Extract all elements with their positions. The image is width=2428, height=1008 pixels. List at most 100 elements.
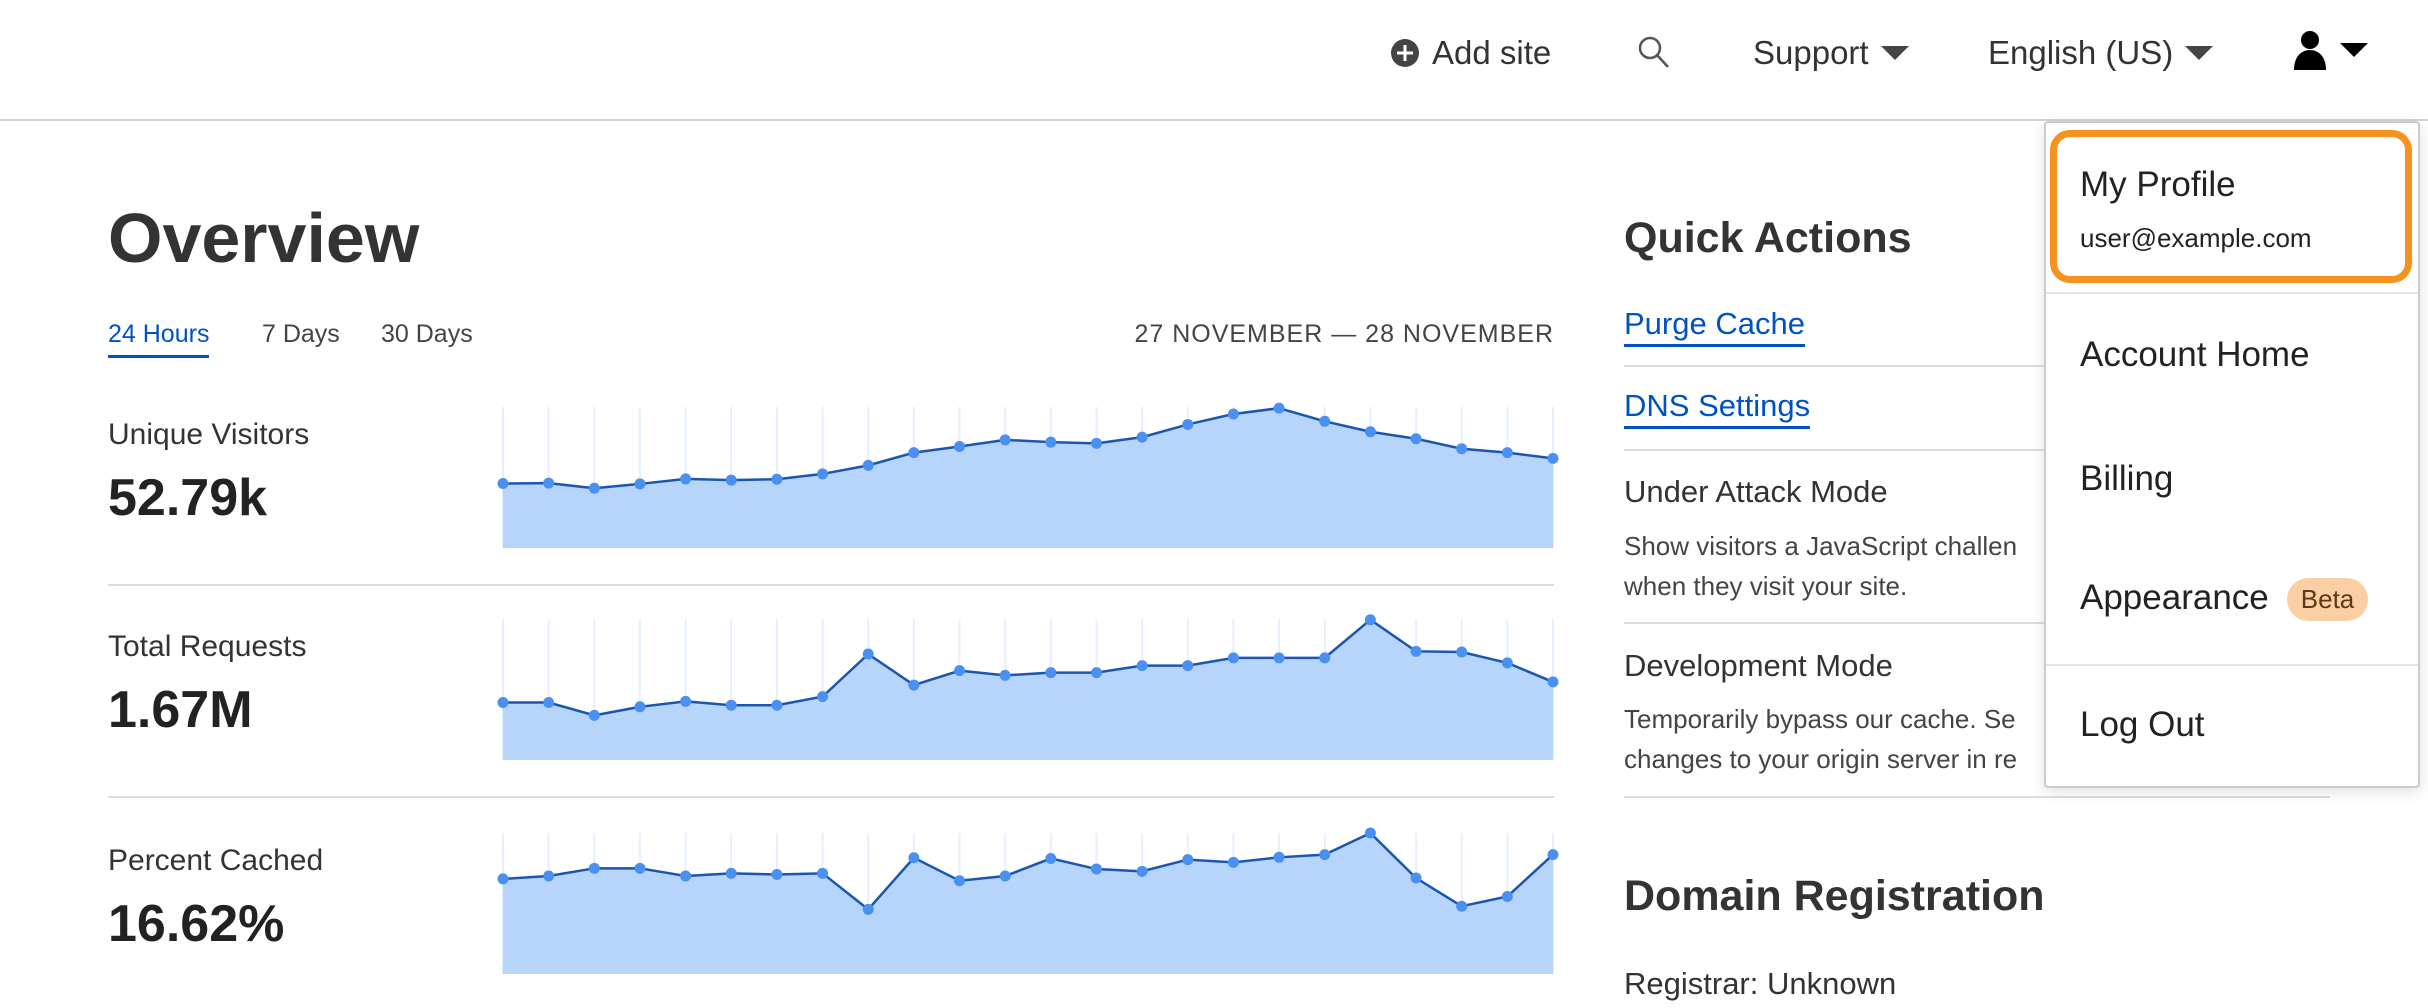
chevron-down-icon	[2340, 43, 2368, 57]
search-icon	[1638, 36, 1669, 68]
data-point	[1364, 614, 1376, 626]
data-point	[1273, 652, 1285, 664]
data-point	[1136, 660, 1148, 672]
data-point	[1090, 667, 1102, 679]
unique-visitors-chart	[497, 402, 1559, 548]
series-line	[502, 406, 1554, 490]
top-header: Add site Support English (US)	[0, 0, 2428, 121]
data-point	[588, 482, 600, 494]
data-point	[543, 870, 555, 882]
data-point	[954, 875, 966, 887]
data-point	[1547, 676, 1559, 688]
language-dropdown[interactable]: English (US)	[1988, 34, 2214, 72]
data-point	[908, 852, 920, 864]
tab-24-hours[interactable]: 24 Hours	[108, 320, 210, 358]
metric-value: 16.62%	[108, 895, 285, 953]
series-line	[502, 831, 1554, 912]
data-point	[1501, 657, 1513, 669]
data-point	[543, 697, 555, 709]
data-point	[497, 873, 509, 885]
my-profile-item[interactable]	[2050, 130, 2412, 283]
my-profile-label[interactable]: My Profile	[2080, 165, 2236, 204]
data-point	[1410, 433, 1422, 445]
under-attack-desc: when they visit your site.	[1624, 571, 1908, 601]
data-point	[817, 468, 829, 480]
tab-7-days[interactable]: 7 Days	[262, 320, 340, 348]
data-point	[1410, 872, 1422, 884]
beta-badge: Beta	[2286, 578, 2369, 622]
divider	[2046, 292, 2418, 294]
add-site-button[interactable]: Add site	[1390, 34, 1551, 72]
data-point	[497, 478, 509, 490]
data-point	[1456, 900, 1468, 912]
data-point	[634, 701, 646, 713]
data-point	[1182, 854, 1194, 866]
support-label: Support	[1753, 34, 1869, 71]
data-point	[1547, 452, 1559, 464]
data-point	[999, 870, 1011, 882]
data-point	[999, 669, 1011, 681]
purge-cache-link[interactable]: Purge Cache	[1624, 306, 1805, 347]
log-out-item[interactable]: Log Out	[2080, 705, 2205, 744]
data-point	[543, 477, 555, 489]
data-point	[588, 862, 600, 874]
data-point	[588, 709, 600, 721]
data-point	[908, 447, 920, 459]
tab-30-days[interactable]: 30 Days	[381, 320, 473, 348]
data-point	[771, 699, 783, 711]
data-point	[1090, 437, 1102, 449]
account-home-item[interactable]: Account Home	[2080, 335, 2310, 374]
data-point	[634, 478, 646, 490]
series-line	[503, 618, 1554, 717]
language-label: English (US)	[1988, 34, 2174, 71]
under-attack-desc: Show visitors a JavaScript challen	[1624, 531, 2018, 561]
divider	[108, 584, 1554, 586]
chevron-down-icon	[2185, 46, 2214, 60]
data-point	[1319, 652, 1331, 664]
metric-label: Unique Visitors	[108, 418, 310, 451]
quick-actions-title: Quick Actions	[1624, 214, 1912, 262]
under-attack-title: Under Attack Mode	[1624, 474, 1888, 509]
data-point	[725, 867, 737, 879]
search-button[interactable]	[1636, 34, 1672, 70]
domain-registration-title: Domain Registration	[1624, 872, 2045, 920]
data-point	[817, 691, 829, 703]
percent-cached-chart	[497, 827, 1559, 974]
metric-value: 1.67M	[108, 681, 253, 739]
appearance-item[interactable]: Appearance Beta	[2080, 578, 2369, 622]
data-point	[680, 473, 692, 485]
area-fill	[503, 833, 1553, 974]
billing-item[interactable]: Billing	[2080, 459, 2174, 498]
dns-settings-link[interactable]: DNS Settings	[1624, 388, 1811, 429]
page-title: Overview	[108, 199, 420, 277]
metric-label: Total Requests	[108, 630, 307, 663]
user-icon	[2294, 31, 2326, 70]
data-point	[1273, 402, 1285, 414]
data-point	[1136, 431, 1148, 443]
data-point	[1273, 851, 1285, 863]
data-point	[1364, 827, 1376, 839]
appearance-label: Appearance	[2080, 578, 2269, 617]
data-point	[1182, 418, 1194, 430]
data-point	[1182, 660, 1194, 672]
data-point	[817, 867, 829, 879]
user-menu-button[interactable]	[2292, 30, 2368, 70]
data-point	[1136, 865, 1148, 877]
divider	[1624, 796, 2330, 798]
data-point	[954, 440, 966, 452]
user-dropdown-menu: My Profile user@example.com Account Home…	[2044, 121, 2420, 788]
support-dropdown[interactable]: Support	[1753, 34, 1909, 72]
data-point	[1501, 890, 1513, 902]
data-point	[862, 459, 874, 471]
area-fill	[503, 619, 1553, 760]
data-point	[1227, 652, 1239, 664]
data-point	[862, 903, 874, 915]
data-point	[862, 648, 874, 660]
data-point	[771, 473, 783, 485]
total-requests-chart	[497, 614, 1559, 760]
data-point	[1227, 856, 1239, 868]
metric-label: Percent Cached	[108, 844, 324, 877]
data-point	[1364, 426, 1376, 438]
data-point	[1456, 646, 1468, 658]
user-email: user@example.com	[2080, 223, 2312, 253]
